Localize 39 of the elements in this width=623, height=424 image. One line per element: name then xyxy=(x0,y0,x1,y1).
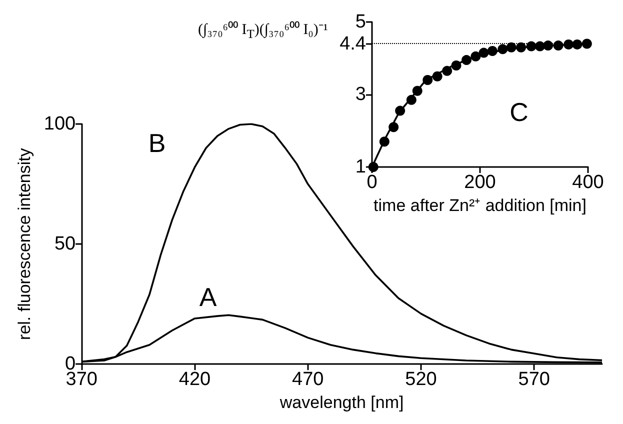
y-tick-label: 100 xyxy=(44,114,76,134)
point xyxy=(506,42,516,52)
y-tick-label: 50 xyxy=(54,234,76,255)
y-tick-label: 3 xyxy=(355,84,366,105)
x-tick-label: 520 xyxy=(405,369,437,390)
point xyxy=(432,71,442,82)
y-tick-label: 1 xyxy=(355,156,366,178)
x-tick-label: 200 xyxy=(464,172,496,193)
point xyxy=(543,40,554,51)
point xyxy=(516,42,526,52)
point xyxy=(572,39,582,50)
annotation: A xyxy=(199,282,218,312)
y-axis-title: (∫₃₇₀⁶⁰⁰ I$_{T}$)(∫₃₇₀⁶⁰⁰ I₀)⁻¹ xyxy=(198,20,328,42)
x-tick-label: 400 xyxy=(572,172,604,193)
point xyxy=(498,44,508,54)
y-axis-title: rel. fluorescence intensity xyxy=(15,148,34,340)
point xyxy=(442,66,452,76)
point xyxy=(462,55,472,66)
y-tick-label: 5 xyxy=(355,12,366,32)
x-axis-title: time after Zn²⁺ addition [min] xyxy=(374,196,586,215)
point xyxy=(478,48,489,58)
point xyxy=(553,40,564,51)
point xyxy=(379,136,390,147)
annotation: B xyxy=(148,128,166,158)
point xyxy=(406,94,416,105)
annotation: C xyxy=(510,97,528,127)
x-tick-label: 470 xyxy=(292,369,324,390)
x-axis-title: wavelength [nm] xyxy=(278,393,404,412)
point xyxy=(412,86,422,96)
point xyxy=(395,106,406,116)
point xyxy=(451,60,462,70)
point xyxy=(470,51,481,62)
point xyxy=(582,38,592,49)
x-tick-label: 420 xyxy=(178,369,211,390)
x-tick-label: 570 xyxy=(518,369,550,390)
point xyxy=(388,122,399,132)
point xyxy=(422,75,433,85)
point xyxy=(487,46,498,56)
y-tick-label: 4.4 xyxy=(340,33,366,54)
